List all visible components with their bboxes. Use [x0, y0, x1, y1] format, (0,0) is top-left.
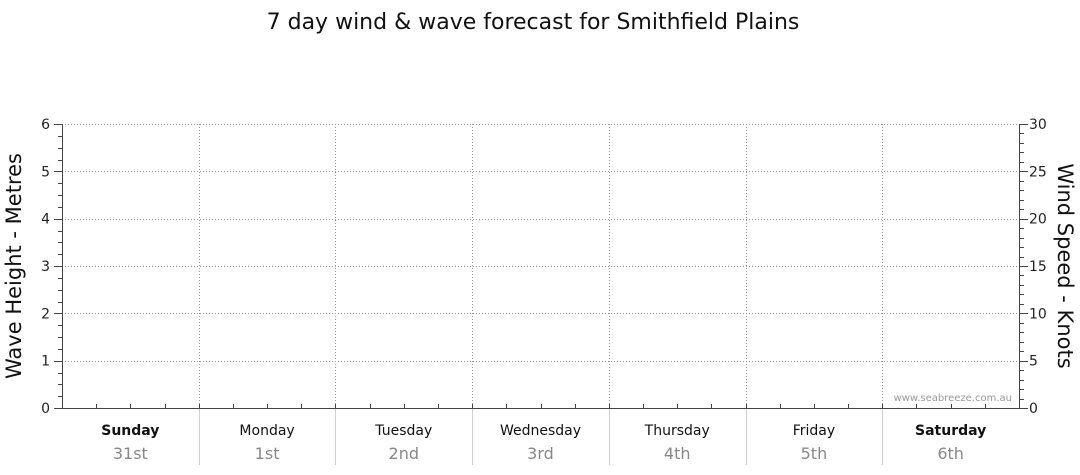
day-date-label: 2nd — [389, 444, 419, 463]
axes — [62, 124, 1020, 409]
y-right-tick-label: 0 — [1029, 401, 1038, 417]
watermark: www.seabreeze.com.au — [894, 393, 1012, 404]
day-name-label: Wednesday — [500, 423, 581, 439]
y-left-tick-label: 0 — [41, 401, 50, 417]
day-date-label: 4th — [664, 444, 691, 463]
y-right-tick-label: 15 — [1029, 259, 1047, 275]
y-right-axis-title: Wind Speed - Knots — [1053, 163, 1077, 368]
y-left-tick-label: 6 — [41, 117, 50, 133]
day-date-label: 31st — [113, 444, 148, 463]
day-name-label: Monday — [239, 423, 294, 439]
grid — [62, 124, 1019, 465]
y-right-tick-label: 25 — [1029, 164, 1047, 180]
y-right-tick-label: 5 — [1029, 354, 1038, 370]
day-date-label: 3rd — [527, 444, 554, 463]
day-name-label: Thursday — [644, 423, 710, 439]
y-left-tick-label: 2 — [41, 306, 50, 322]
day-date-label: 5th — [801, 444, 828, 463]
day-date-label: 1st — [255, 444, 280, 463]
day-name-label: Saturday — [915, 423, 986, 439]
y-left-tick-label: 5 — [41, 164, 50, 180]
y-right-tick-label: 20 — [1029, 212, 1047, 228]
day-name-label: Tuesday — [374, 423, 432, 439]
chart-title: 7 day wind & wave forecast for Smithfiel… — [267, 10, 800, 35]
y-left-ticks: 0 1 2 3 4 5 6 — [41, 117, 62, 417]
day-name-label: Sunday — [101, 423, 159, 439]
y-left-tick-label: 4 — [41, 212, 50, 228]
y-right-ticks: 0 5 10 15 20 25 30 — [1020, 117, 1047, 417]
y-left-tick-label: 3 — [41, 259, 50, 275]
y-right-tick-label: 30 — [1029, 117, 1047, 133]
day-name-label: Friday — [793, 423, 835, 439]
y-left-axis-title: Wave Height - Metres — [2, 153, 26, 379]
day-labels: Sunday 31st Monday 1st Tuesday 2nd Wednesday 3r… — [101, 423, 986, 463]
day-date-label: 6th — [937, 444, 964, 463]
y-right-tick-label: 10 — [1029, 306, 1047, 322]
y-left-tick-label: 1 — [41, 354, 50, 370]
